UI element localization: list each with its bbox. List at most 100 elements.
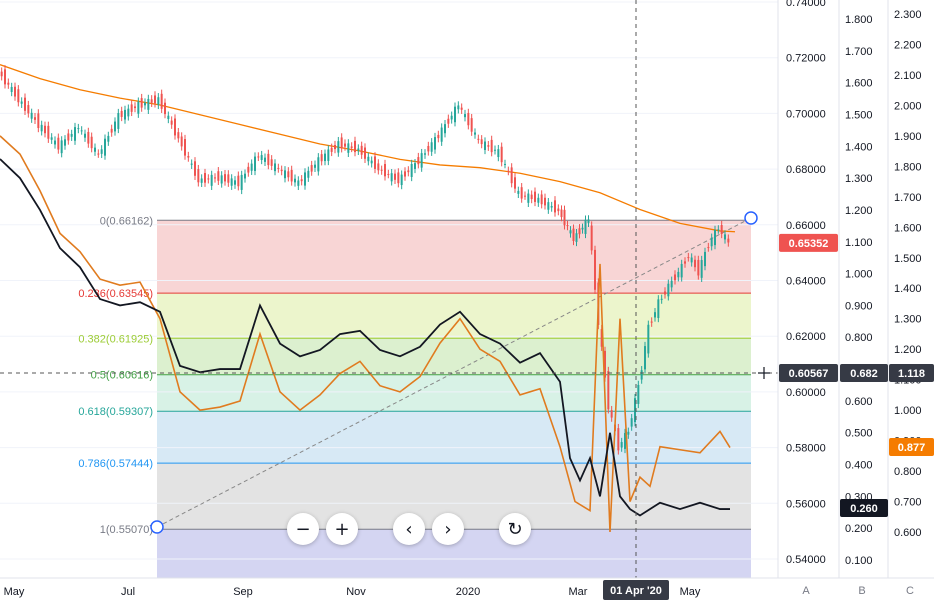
candle-body bbox=[320, 154, 323, 162]
candle-body bbox=[20, 101, 23, 104]
candle-body bbox=[494, 149, 496, 151]
candle-body bbox=[497, 149, 500, 158]
fib-zone-fill bbox=[157, 374, 751, 412]
candle-body bbox=[247, 166, 250, 173]
scale-b-tick-label: 1.500 bbox=[845, 109, 873, 121]
candle-body bbox=[107, 135, 110, 142]
candle-body bbox=[24, 97, 26, 111]
scale-b-tick-label: 0.200 bbox=[845, 523, 873, 535]
candle-body bbox=[260, 155, 263, 160]
scale-b-axis[interactable]: 1.800 1.700 1.600 1.500 1.400 1.300 1.200 1.100… bbox=[845, 14, 873, 567]
candle-body bbox=[390, 173, 393, 182]
candle-body bbox=[407, 170, 410, 173]
crosshair-scale-c-badge: 1.118 bbox=[889, 364, 934, 382]
scale-b-tick-label: 0.500 bbox=[845, 428, 873, 440]
candle-body bbox=[457, 105, 460, 110]
crosshair-date-badge-bg bbox=[603, 580, 669, 600]
candle-body bbox=[84, 133, 86, 138]
candle-body bbox=[284, 170, 286, 179]
candle-body bbox=[720, 225, 723, 234]
candle-body bbox=[64, 139, 66, 146]
scale-b-tick-label: 1.600 bbox=[845, 78, 873, 90]
reset-chart-button[interactable]: ↻ bbox=[499, 513, 531, 545]
candle-body bbox=[674, 274, 676, 281]
candle-body bbox=[234, 180, 236, 185]
candle-body bbox=[17, 89, 20, 103]
candle-body bbox=[610, 410, 613, 418]
candle-body bbox=[590, 225, 593, 251]
scroll-left-button[interactable]: ‹ bbox=[393, 513, 425, 545]
scale-b-tick-label: 1.100 bbox=[845, 237, 873, 249]
fib-zone-fill bbox=[157, 220, 751, 294]
candle-body bbox=[490, 139, 493, 153]
candle-body bbox=[264, 157, 266, 162]
time-tick-label: May bbox=[4, 586, 25, 598]
candle-body bbox=[694, 259, 696, 268]
candle-body bbox=[97, 153, 100, 155]
candle-body bbox=[167, 115, 170, 119]
candle-body bbox=[94, 147, 96, 152]
fib-anchor-high-handle[interactable] bbox=[744, 211, 758, 225]
scale-c-tick-label: 1.200 bbox=[894, 344, 922, 356]
scale-c-button[interactable]: C bbox=[906, 585, 914, 597]
candle-body bbox=[44, 125, 46, 134]
scale-c-tick-label: 1.900 bbox=[894, 131, 922, 143]
scale-c-tick-label: 0.700 bbox=[894, 497, 922, 509]
scale-b-tick-label: 1.700 bbox=[845, 46, 873, 58]
black-series-badge: 0.260 bbox=[840, 499, 888, 517]
candle-body bbox=[607, 371, 610, 410]
candle-body bbox=[563, 209, 566, 226]
orange-series-badge: 0.877 bbox=[889, 438, 934, 456]
candle-body bbox=[587, 219, 590, 223]
zoom-in-button[interactable]: + bbox=[326, 513, 358, 545]
black-series-badge-text: 0.260 bbox=[850, 503, 878, 515]
candle-body bbox=[397, 172, 400, 184]
candle-body bbox=[634, 398, 636, 423]
candle-body bbox=[224, 174, 226, 182]
price-axis[interactable]: 0.74000 0.72000 0.70000 0.68000 0.66000 0.640… bbox=[786, 0, 826, 566]
candle-body bbox=[534, 191, 536, 202]
candle-body bbox=[584, 219, 587, 234]
price-tick-label: 0.72000 bbox=[786, 53, 826, 65]
zoom-out-button[interactable]: − bbox=[287, 513, 319, 545]
scale-c-axis[interactable]: 2.300 2.200 2.100 2.000 1.900 1.800 1.700 1.600… bbox=[894, 9, 922, 539]
candle-body bbox=[120, 110, 123, 117]
price-tick-label: 0.58000 bbox=[786, 443, 826, 455]
candle-body bbox=[347, 143, 350, 153]
crosshair-price-badge-bg bbox=[779, 364, 838, 382]
candle-body bbox=[530, 194, 533, 200]
scroll-right-button[interactable]: › bbox=[432, 513, 464, 545]
candle-body bbox=[344, 143, 346, 147]
candle-body bbox=[140, 98, 143, 108]
time-tick-label: Sep bbox=[233, 586, 253, 598]
candle-body bbox=[220, 175, 223, 184]
candle-body bbox=[34, 117, 36, 120]
candle-body bbox=[380, 169, 383, 171]
candle-body bbox=[90, 136, 93, 149]
candle-body bbox=[187, 155, 190, 158]
scale-c-tick-label: 1.000 bbox=[894, 405, 922, 417]
time-axis[interactable]: May Jul Sep Nov 2020 Mar May bbox=[4, 586, 701, 598]
scale-c-tick-label: 1.800 bbox=[894, 161, 922, 173]
scale-a-button[interactable]: A bbox=[802, 585, 810, 597]
candle-body bbox=[117, 113, 120, 129]
orange-series-line bbox=[0, 135, 731, 533]
fib-levels bbox=[157, 219, 751, 530]
fib-zone-fills bbox=[157, 220, 751, 578]
candle-body bbox=[300, 179, 303, 182]
candle-body bbox=[50, 137, 53, 140]
time-tick-label: Nov bbox=[346, 586, 366, 598]
candle-body bbox=[690, 257, 693, 263]
candle-body bbox=[654, 312, 656, 318]
candle-body bbox=[210, 174, 213, 186]
candle-body bbox=[237, 175, 240, 187]
fib-anchor-low-handle[interactable] bbox=[150, 520, 164, 534]
scale-c-tick-label: 1.500 bbox=[894, 253, 922, 265]
candle-body bbox=[164, 102, 166, 115]
fib-level-label: 1(0.55070) bbox=[100, 524, 153, 536]
candle-body bbox=[370, 160, 373, 164]
fib-level-label: 0(0.66162) bbox=[100, 215, 153, 227]
scale-b-button[interactable]: B bbox=[858, 585, 866, 597]
